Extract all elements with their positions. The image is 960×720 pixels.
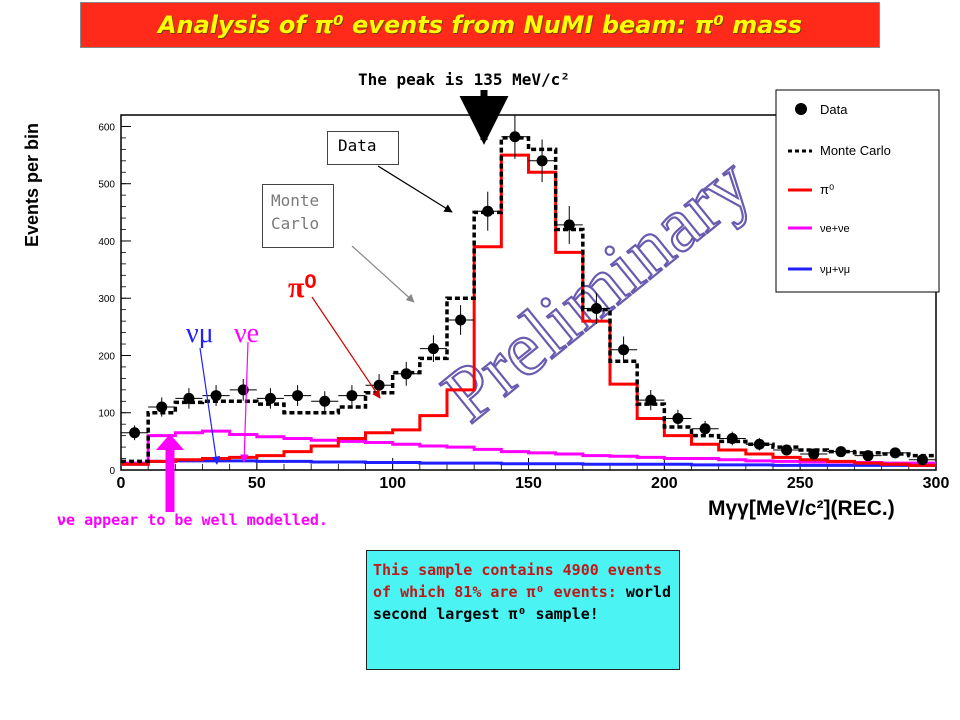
legend-data-marker <box>795 103 807 115</box>
y-axis-label: Events per bin <box>22 123 42 247</box>
x-tick-label: 200 <box>651 475 678 492</box>
x-tick-label: 100 <box>379 475 406 492</box>
data-callout: Data <box>327 131 399 165</box>
data-point <box>610 336 638 364</box>
numu-arrow <box>199 347 221 465</box>
data-point <box>447 305 475 335</box>
y-tick-label: 500 <box>98 180 115 191</box>
data-point <box>637 390 665 411</box>
data-callout-arrow <box>377 165 453 213</box>
x-tick-label: 150 <box>515 475 542 492</box>
y-tick-label: 200 <box>98 351 115 362</box>
data-point <box>881 447 909 459</box>
data-point <box>501 114 529 159</box>
data-point <box>311 391 339 412</box>
monte-carlo-callout: Monte Carlo <box>262 184 334 248</box>
data-point <box>148 397 176 417</box>
data-point <box>773 444 801 456</box>
nue-region-arrow-head <box>156 434 184 450</box>
data-point <box>664 409 692 428</box>
data-point <box>365 374 393 397</box>
sample-info-highlight: world second largest π⁰ sample! <box>373 583 672 623</box>
y-tick-label: 0 <box>109 466 115 477</box>
chart-legend: Data Monte Carlo π⁰ νe+νe νμ+νμ <box>775 89 940 293</box>
data-point <box>800 448 828 460</box>
data-point <box>121 425 149 441</box>
data-point <box>691 421 719 437</box>
pi0-label: π⁰ <box>288 271 316 304</box>
nue-label: νe <box>234 318 259 349</box>
pi0-line <box>121 153 936 467</box>
data-point <box>718 431 746 446</box>
x-tick-label: 250 <box>787 475 814 492</box>
data-point <box>908 454 936 466</box>
x-tick-label: 300 <box>923 475 950 492</box>
legend-label-nue: νe+νe <box>820 223 850 235</box>
data-point <box>392 361 420 386</box>
data-point <box>338 385 366 407</box>
peak-annotation: The peak is 135 MeV/c² <box>358 70 570 89</box>
preliminary-watermark: Preliminary <box>426 139 767 438</box>
data-point <box>555 205 583 244</box>
data-point <box>284 385 312 407</box>
legend-label-pi0: π⁰ <box>820 182 834 197</box>
data-point <box>582 293 610 324</box>
y-tick-label: 600 <box>98 122 115 133</box>
legend-label-numu: νμ+νμ <box>820 264 850 276</box>
slide-title-banner: Analysis of π⁰ events from NuMI beam: π⁰… <box>80 2 880 48</box>
sample-info-text: This sample contains 4900 events of whic… <box>373 561 662 601</box>
data-point <box>229 378 257 401</box>
mc-callout-arrow <box>351 245 415 303</box>
nue-line <box>121 429 936 465</box>
nue-note: νe appear to be well modelled. <box>57 511 328 529</box>
numu-label: νμ <box>186 318 214 349</box>
numu-line <box>121 459 936 467</box>
x-tick-label: 0 <box>117 475 126 492</box>
data-point <box>256 388 284 409</box>
data-point <box>175 388 203 409</box>
y-tick-label: 300 <box>98 294 115 305</box>
data-point <box>419 335 447 362</box>
x-tick-label: 50 <box>248 475 266 492</box>
nue-arrow <box>240 341 249 463</box>
pi0-arrow <box>311 296 381 399</box>
legend-label-data: Data <box>820 102 848 117</box>
x-axis-label: Mγγ[MeV/c²](REC.) <box>708 497 895 520</box>
data-point <box>202 385 230 407</box>
data-point <box>528 139 556 183</box>
y-tick-label: 100 <box>98 409 115 420</box>
y-tick-label: 400 <box>98 237 115 248</box>
slide-title: Analysis of π⁰ events from NuMI beam: π⁰… <box>157 11 803 39</box>
sample-info-box: This sample contains 4900 events of whic… <box>366 550 680 670</box>
monte-carlo-line <box>121 136 936 464</box>
data-point <box>745 438 773 451</box>
data-point <box>827 446 855 458</box>
data-point <box>854 450 882 462</box>
data-point <box>474 191 502 231</box>
plot-frame <box>120 114 937 471</box>
legend-label-mc: Monte Carlo <box>820 143 891 158</box>
